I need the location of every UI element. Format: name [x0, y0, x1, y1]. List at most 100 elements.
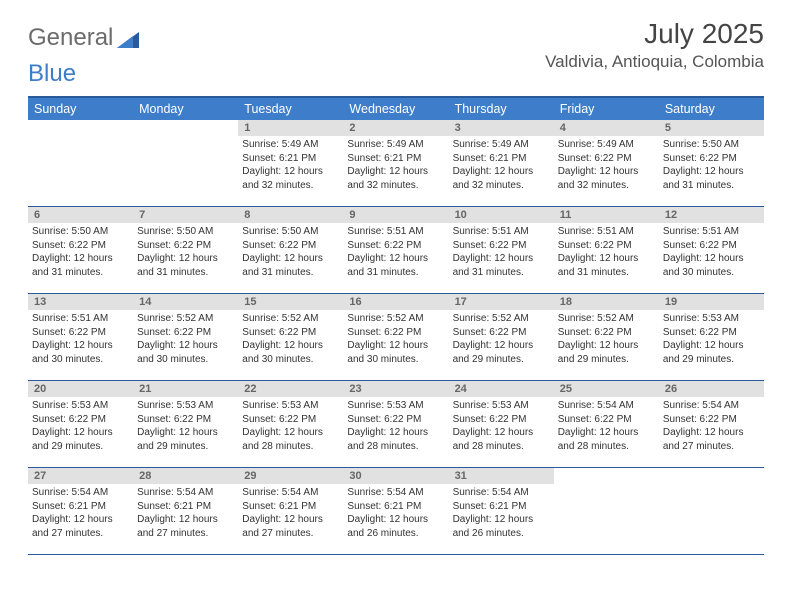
day-details: Sunrise: 5:50 AMSunset: 6:22 PMDaylight:…: [238, 223, 343, 283]
calendar-cell: 28Sunrise: 5:54 AMSunset: 6:21 PMDayligh…: [133, 468, 238, 555]
day-number: 31: [449, 468, 554, 484]
day-number: 25: [554, 381, 659, 397]
calendar-cell: 22Sunrise: 5:53 AMSunset: 6:22 PMDayligh…: [238, 381, 343, 468]
calendar-cell: 29Sunrise: 5:54 AMSunset: 6:21 PMDayligh…: [238, 468, 343, 555]
calendar-row: ....1Sunrise: 5:49 AMSunset: 6:21 PMDayl…: [28, 120, 764, 207]
day-details: Sunrise: 5:51 AMSunset: 6:22 PMDaylight:…: [659, 223, 764, 283]
day-number: 4: [554, 120, 659, 136]
calendar-cell: 21Sunrise: 5:53 AMSunset: 6:22 PMDayligh…: [133, 381, 238, 468]
day-number: 3: [449, 120, 554, 136]
calendar-cell: 20Sunrise: 5:53 AMSunset: 6:22 PMDayligh…: [28, 381, 133, 468]
day-details: Sunrise: 5:54 AMSunset: 6:21 PMDaylight:…: [133, 484, 238, 544]
day-number: 11: [554, 207, 659, 223]
calendar-cell: 30Sunrise: 5:54 AMSunset: 6:21 PMDayligh…: [343, 468, 448, 555]
day-details: Sunrise: 5:50 AMSunset: 6:22 PMDaylight:…: [28, 223, 133, 283]
day-details: Sunrise: 5:51 AMSunset: 6:22 PMDaylight:…: [449, 223, 554, 283]
calendar-cell: 16Sunrise: 5:52 AMSunset: 6:22 PMDayligh…: [343, 294, 448, 381]
day-details: Sunrise: 5:54 AMSunset: 6:22 PMDaylight:…: [554, 397, 659, 457]
calendar-row: 13Sunrise: 5:51 AMSunset: 6:22 PMDayligh…: [28, 294, 764, 381]
day-details: Sunrise: 5:54 AMSunset: 6:22 PMDaylight:…: [659, 397, 764, 457]
calendar-cell: 5Sunrise: 5:50 AMSunset: 6:22 PMDaylight…: [659, 120, 764, 207]
day-number: 19: [659, 294, 764, 310]
calendar-cell: 12Sunrise: 5:51 AMSunset: 6:22 PMDayligh…: [659, 207, 764, 294]
day-details: Sunrise: 5:51 AMSunset: 6:22 PMDaylight:…: [343, 223, 448, 283]
weekday-header: Friday: [554, 97, 659, 120]
calendar-page: General July 2025 Valdivia, Antioquia, C…: [0, 0, 792, 573]
calendar-cell: 7Sunrise: 5:50 AMSunset: 6:22 PMDaylight…: [133, 207, 238, 294]
day-number: 8: [238, 207, 343, 223]
day-number: 1: [238, 120, 343, 136]
calendar-cell: 23Sunrise: 5:53 AMSunset: 6:22 PMDayligh…: [343, 381, 448, 468]
weekday-header: Sunday: [28, 97, 133, 120]
calendar-cell: 10Sunrise: 5:51 AMSunset: 6:22 PMDayligh…: [449, 207, 554, 294]
day-details: Sunrise: 5:51 AMSunset: 6:22 PMDaylight:…: [28, 310, 133, 370]
calendar-cell: 24Sunrise: 5:53 AMSunset: 6:22 PMDayligh…: [449, 381, 554, 468]
location-text: Valdivia, Antioquia, Colombia: [545, 52, 764, 72]
calendar-row: 27Sunrise: 5:54 AMSunset: 6:21 PMDayligh…: [28, 468, 764, 555]
day-number: 28: [133, 468, 238, 484]
day-number: 18: [554, 294, 659, 310]
day-details: Sunrise: 5:51 AMSunset: 6:22 PMDaylight:…: [554, 223, 659, 283]
calendar-cell: 6Sunrise: 5:50 AMSunset: 6:22 PMDaylight…: [28, 207, 133, 294]
calendar-cell: 13Sunrise: 5:51 AMSunset: 6:22 PMDayligh…: [28, 294, 133, 381]
day-details: Sunrise: 5:54 AMSunset: 6:21 PMDaylight:…: [449, 484, 554, 544]
calendar-cell: 8Sunrise: 5:50 AMSunset: 6:22 PMDaylight…: [238, 207, 343, 294]
title-block: July 2025 Valdivia, Antioquia, Colombia: [545, 18, 764, 72]
day-details: Sunrise: 5:54 AMSunset: 6:21 PMDaylight:…: [238, 484, 343, 544]
calendar-cell: 4Sunrise: 5:49 AMSunset: 6:22 PMDaylight…: [554, 120, 659, 207]
day-number: 2: [343, 120, 448, 136]
day-details: Sunrise: 5:49 AMSunset: 6:22 PMDaylight:…: [554, 136, 659, 196]
brand-part2: Blue: [28, 60, 76, 88]
calendar-cell: 14Sunrise: 5:52 AMSunset: 6:22 PMDayligh…: [133, 294, 238, 381]
day-details: Sunrise: 5:54 AMSunset: 6:21 PMDaylight:…: [28, 484, 133, 544]
calendar-cell: 2Sunrise: 5:49 AMSunset: 6:21 PMDaylight…: [343, 120, 448, 207]
day-details: Sunrise: 5:53 AMSunset: 6:22 PMDaylight:…: [449, 397, 554, 457]
calendar-cell: 17Sunrise: 5:52 AMSunset: 6:22 PMDayligh…: [449, 294, 554, 381]
calendar-row: 6Sunrise: 5:50 AMSunset: 6:22 PMDaylight…: [28, 207, 764, 294]
calendar-cell: 15Sunrise: 5:52 AMSunset: 6:22 PMDayligh…: [238, 294, 343, 381]
day-details: Sunrise: 5:53 AMSunset: 6:22 PMDaylight:…: [238, 397, 343, 457]
calendar-cell: ..: [659, 468, 764, 555]
day-number: 20: [28, 381, 133, 397]
day-details: Sunrise: 5:53 AMSunset: 6:22 PMDaylight:…: [343, 397, 448, 457]
calendar-cell: 18Sunrise: 5:52 AMSunset: 6:22 PMDayligh…: [554, 294, 659, 381]
day-details: Sunrise: 5:49 AMSunset: 6:21 PMDaylight:…: [238, 136, 343, 196]
logo-triangle-icon: [117, 29, 141, 47]
day-number: 30: [343, 468, 448, 484]
calendar-cell: 27Sunrise: 5:54 AMSunset: 6:21 PMDayligh…: [28, 468, 133, 555]
day-details: Sunrise: 5:53 AMSunset: 6:22 PMDaylight:…: [28, 397, 133, 457]
day-number: 13: [28, 294, 133, 310]
month-title: July 2025: [545, 18, 764, 50]
day-details: Sunrise: 5:50 AMSunset: 6:22 PMDaylight:…: [659, 136, 764, 196]
day-number: 24: [449, 381, 554, 397]
brand-logo: General: [28, 18, 141, 52]
weekday-header: Tuesday: [238, 97, 343, 120]
calendar-head: SundayMondayTuesdayWednesdayThursdayFrid…: [28, 97, 764, 120]
calendar-cell: 9Sunrise: 5:51 AMSunset: 6:22 PMDaylight…: [343, 207, 448, 294]
day-number: 6: [28, 207, 133, 223]
day-details: Sunrise: 5:52 AMSunset: 6:22 PMDaylight:…: [133, 310, 238, 370]
day-number: 17: [449, 294, 554, 310]
calendar-table: SundayMondayTuesdayWednesdayThursdayFrid…: [28, 96, 764, 555]
day-number: 10: [449, 207, 554, 223]
calendar-row: 20Sunrise: 5:53 AMSunset: 6:22 PMDayligh…: [28, 381, 764, 468]
weekday-header: Thursday: [449, 97, 554, 120]
calendar-cell: 19Sunrise: 5:53 AMSunset: 6:22 PMDayligh…: [659, 294, 764, 381]
brand-part1: General: [28, 24, 113, 52]
weekday-header: Saturday: [659, 97, 764, 120]
calendar-cell: 25Sunrise: 5:54 AMSunset: 6:22 PMDayligh…: [554, 381, 659, 468]
weekday-header: Wednesday: [343, 97, 448, 120]
calendar-cell: 26Sunrise: 5:54 AMSunset: 6:22 PMDayligh…: [659, 381, 764, 468]
day-number: 7: [133, 207, 238, 223]
day-details: Sunrise: 5:49 AMSunset: 6:21 PMDaylight:…: [343, 136, 448, 196]
day-details: Sunrise: 5:53 AMSunset: 6:22 PMDaylight:…: [133, 397, 238, 457]
day-details: Sunrise: 5:52 AMSunset: 6:22 PMDaylight:…: [449, 310, 554, 370]
day-details: Sunrise: 5:52 AMSunset: 6:22 PMDaylight:…: [554, 310, 659, 370]
calendar-cell: 1Sunrise: 5:49 AMSunset: 6:21 PMDaylight…: [238, 120, 343, 207]
day-number: 5: [659, 120, 764, 136]
day-details: Sunrise: 5:52 AMSunset: 6:22 PMDaylight:…: [343, 310, 448, 370]
day-number: 21: [133, 381, 238, 397]
calendar-cell: ..: [28, 120, 133, 207]
day-details: Sunrise: 5:52 AMSunset: 6:22 PMDaylight:…: [238, 310, 343, 370]
day-number: 29: [238, 468, 343, 484]
